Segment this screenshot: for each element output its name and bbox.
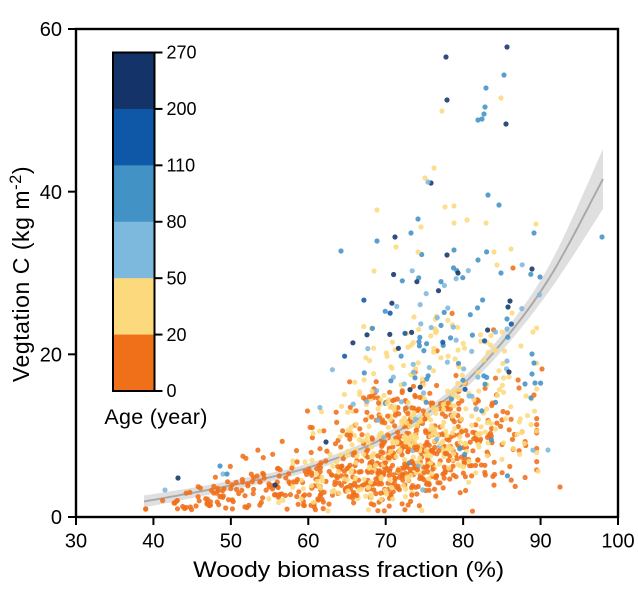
svg-text:20: 20 [167, 325, 187, 345]
svg-text:80: 80 [167, 212, 187, 232]
svg-text:60: 60 [40, 19, 62, 41]
svg-text:50: 50 [167, 268, 187, 288]
svg-text:200: 200 [167, 99, 197, 119]
svg-text:Age (year): Age (year) [104, 405, 207, 429]
svg-text:270: 270 [167, 43, 197, 63]
svg-text:30: 30 [65, 530, 87, 552]
svg-text:Vegtation C (kg m-2): Vegtation C (kg m-2) [7, 166, 34, 382]
svg-text:50: 50 [220, 530, 242, 552]
svg-text:100: 100 [601, 530, 634, 552]
svg-text:0: 0 [167, 381, 177, 401]
svg-text:0: 0 [51, 507, 62, 529]
svg-text:40: 40 [40, 182, 62, 204]
svg-text:70: 70 [375, 530, 397, 552]
svg-text:110: 110 [167, 156, 196, 176]
svg-text:Woody biomass fraction (%): Woody biomass fraction (%) [193, 557, 504, 582]
svg-text:80: 80 [452, 530, 474, 552]
svg-text:90: 90 [529, 530, 551, 552]
svg-text:60: 60 [297, 530, 319, 552]
svg-text:20: 20 [40, 345, 62, 367]
svg-text:40: 40 [142, 530, 164, 552]
